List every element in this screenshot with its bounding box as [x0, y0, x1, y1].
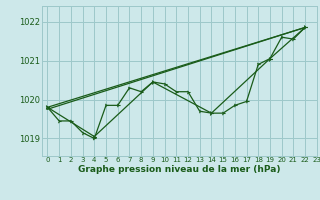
X-axis label: Graphe pression niveau de la mer (hPa): Graphe pression niveau de la mer (hPa): [78, 165, 280, 174]
